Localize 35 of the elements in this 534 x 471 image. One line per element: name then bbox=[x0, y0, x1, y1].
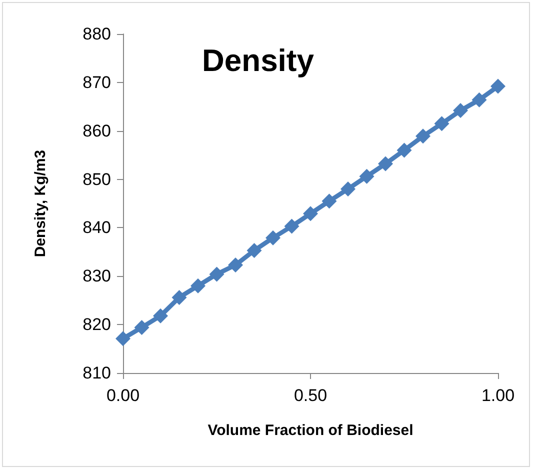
y-tick-label: 840 bbox=[82, 218, 111, 238]
y-tick-label: 820 bbox=[82, 315, 111, 334]
y-tick-label: 850 bbox=[82, 170, 111, 189]
x-axis-title: Volume Fraction of Biodiesel bbox=[208, 422, 414, 439]
point bbox=[378, 156, 393, 172]
point bbox=[246, 242, 262, 258]
point bbox=[134, 320, 150, 335]
chart-title: Density bbox=[202, 43, 315, 78]
point bbox=[284, 218, 300, 234]
x-tick-label: 0.50 bbox=[294, 386, 328, 405]
point bbox=[359, 168, 374, 184]
point bbox=[228, 258, 243, 273]
y-tick-label: 830 bbox=[82, 266, 111, 286]
y-axis-title: Density, Kg/m3 bbox=[32, 150, 49, 258]
x-tick-label: 0.00 bbox=[106, 386, 140, 405]
point bbox=[340, 181, 356, 196]
y-tick-label: 860 bbox=[82, 121, 111, 140]
point bbox=[416, 128, 430, 144]
point bbox=[172, 290, 187, 305]
x-tick-label: 1.00 bbox=[481, 386, 515, 405]
point bbox=[490, 78, 506, 94]
point bbox=[434, 116, 450, 132]
y-tick-label: 870 bbox=[82, 72, 111, 92]
point bbox=[303, 206, 318, 222]
point bbox=[153, 308, 168, 324]
point bbox=[322, 194, 337, 209]
point bbox=[266, 230, 280, 246]
point bbox=[116, 331, 130, 346]
y-tick-label: 880 bbox=[82, 24, 111, 44]
point bbox=[190, 278, 206, 294]
point bbox=[209, 266, 224, 282]
y-tick-label: 810 bbox=[82, 364, 111, 382]
point bbox=[453, 103, 468, 118]
point bbox=[472, 92, 487, 108]
point bbox=[396, 142, 412, 158]
